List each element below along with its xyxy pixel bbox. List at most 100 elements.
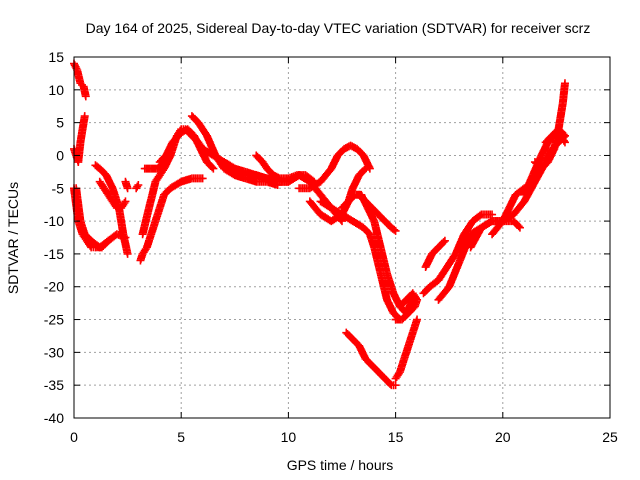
data-point: [123, 184, 132, 193]
data-trace-markers: [82, 231, 94, 244]
y-tick-label: -25: [44, 312, 64, 328]
data-trace-markers: [377, 245, 391, 276]
data-trace-markers: [557, 133, 568, 145]
x-tick-label: 5: [177, 429, 185, 445]
data-trace-markers: [375, 211, 388, 224]
data-trace-markers: [317, 165, 335, 185]
x-tick-label: 0: [70, 429, 78, 445]
data-trace-markers: [271, 172, 283, 182]
x-tick-label: 15: [388, 429, 404, 445]
grid-layer: [74, 57, 610, 418]
data-trace-markers: [157, 152, 169, 165]
data-trace-markers: [306, 198, 324, 218]
data-trace-markers: [204, 159, 217, 172]
x-tick-label: 20: [495, 429, 511, 445]
data-trace-markers: [356, 165, 369, 178]
data-trace-markers: [489, 218, 506, 237]
data-point: [198, 174, 207, 183]
data-trace-markers: [97, 237, 111, 251]
data-trace-markers: [435, 284, 453, 303]
chart-title: Day 164 of 2025, Sidereal Day-to-day VTE…: [86, 20, 591, 36]
data-point: [209, 164, 218, 173]
data-series-arc-14: [295, 141, 374, 193]
data-trace-markers: [210, 152, 227, 166]
y-tick-label: -5: [52, 180, 65, 196]
data-trace-markers: [97, 165, 109, 178]
data-point: [413, 315, 422, 324]
data-trace-markers: [369, 362, 382, 375]
data-trace-markers: [221, 165, 238, 179]
data-trace-markers: [72, 185, 85, 224]
data-trace-markers: [221, 159, 238, 172]
data-trace-markers: [478, 218, 495, 231]
data-trace-markers: [105, 192, 116, 204]
x-tick-label: 10: [281, 429, 297, 445]
y-tick-label: -10: [44, 213, 64, 229]
data-trace-markers: [382, 375, 394, 388]
plot-frame: [73, 56, 611, 419]
data-trace-markers: [152, 172, 163, 185]
data-trace-markers: [137, 251, 147, 263]
data-trace-markers: [118, 199, 129, 211]
data-trace-markers: [307, 178, 323, 192]
data-trace-markers: [178, 126, 190, 136]
data-trace-markers: [169, 129, 185, 146]
data-series-arc-18: [355, 190, 400, 235]
data-trace-markers: [96, 179, 107, 191]
data-trace-markers: [397, 297, 409, 310]
data-trace-markers: [392, 369, 403, 381]
x-axis-label: GPS time / hours: [287, 457, 394, 473]
data-trace-markers: [555, 126, 568, 139]
data-trace-markers: [339, 211, 356, 225]
data-point: [134, 180, 143, 189]
y-tick-label: 10: [48, 82, 64, 98]
data-trace-markers: [184, 126, 197, 139]
data-layer: [70, 59, 569, 390]
data-trace-markers: [339, 198, 352, 211]
data-trace-markers: [350, 336, 362, 349]
data-trace-markers: [119, 231, 132, 257]
data-trace-markers: [303, 172, 317, 185]
data-trace-markers: [139, 245, 150, 257]
data-trace-markers: [510, 218, 523, 231]
data-trace-markers: [341, 142, 353, 153]
data-trace-markers: [435, 238, 448, 250]
data-trace-markers: [168, 178, 184, 192]
data-trace-markers: [343, 330, 356, 342]
data-trace-markers: [405, 303, 418, 316]
y-axis-label: SDTVAR / TECUs: [5, 182, 21, 294]
data-trace-markers: [470, 211, 484, 224]
data-point: [123, 249, 132, 258]
data-trace-markers: [429, 244, 442, 257]
data-trace-markers: [377, 271, 391, 303]
data-trace-markers: [382, 218, 394, 231]
data-series-arc-4: [121, 177, 132, 193]
data-trace-markers: [335, 146, 347, 159]
data-point: [560, 131, 569, 140]
data-series-arc-5: [132, 180, 143, 193]
data-trace-markers: [354, 146, 367, 159]
data-point: [391, 226, 400, 235]
data-trace-markers: [445, 258, 464, 290]
data-trace-markers: [328, 204, 345, 218]
data-series-arc-31: [541, 125, 569, 147]
data-trace-markers: [467, 225, 485, 250]
data-trace-markers: [538, 159, 551, 172]
data-trace-markers: [195, 120, 210, 139]
y-tick-label: -40: [44, 410, 64, 426]
data-trace-markers: [356, 192, 369, 205]
data-trace-markers: [360, 225, 373, 237]
y-tick-label: 15: [48, 49, 64, 65]
data-trace-markers: [461, 218, 476, 237]
data-trace-markers: [70, 61, 81, 73]
data-trace-markers: [133, 182, 142, 191]
ticks-layer: 0 5 10 15 20 25 15 10 5 0 -5 -10 -15 -20 -25 -30 -35 -40: [44, 49, 618, 445]
x-tick-label: 25: [602, 429, 618, 445]
data-trace-markers: [388, 224, 399, 234]
y-tick-label: -15: [44, 246, 64, 262]
data-trace-markers: [232, 165, 248, 179]
data-trace-markers: [253, 152, 266, 165]
data-trace-markers: [318, 198, 334, 211]
data-trace-markers: [259, 159, 270, 171]
data-series-arc-early-rise: [70, 112, 89, 167]
